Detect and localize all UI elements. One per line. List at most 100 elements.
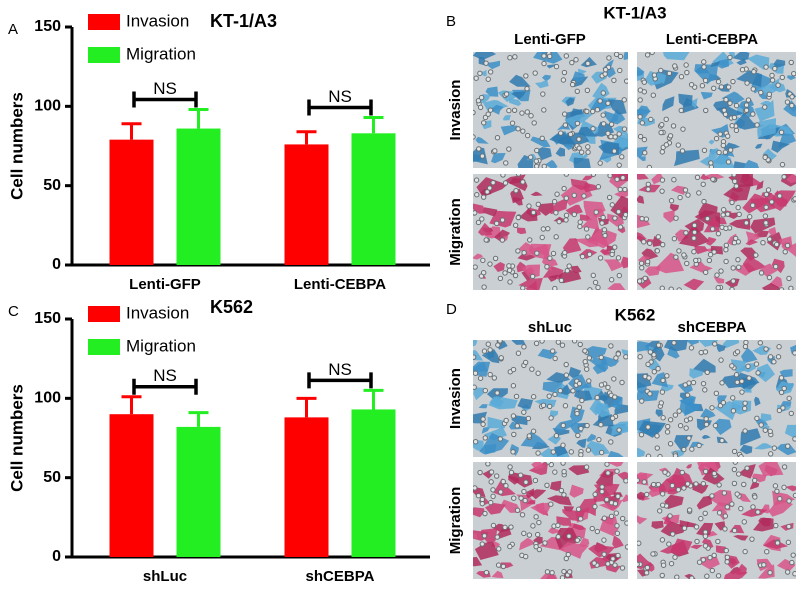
pore — [731, 466, 738, 473]
stained-cell — [559, 542, 590, 559]
pore — [495, 562, 502, 568]
significance-bracket — [307, 372, 373, 389]
pore — [754, 415, 760, 422]
pore — [575, 432, 581, 439]
stained-cell — [712, 418, 732, 436]
pore — [739, 67, 746, 73]
pore — [706, 257, 713, 264]
pore — [709, 405, 715, 411]
pore — [482, 387, 488, 394]
pore — [750, 504, 756, 510]
stained-cell — [586, 433, 596, 443]
pore — [675, 142, 681, 148]
stained-cell — [565, 204, 583, 216]
pore — [552, 469, 558, 475]
stained-cell — [588, 544, 616, 558]
pore — [698, 349, 704, 356]
pore — [650, 551, 656, 557]
pore — [473, 438, 479, 445]
micrograph — [637, 462, 796, 579]
error-bar — [188, 108, 209, 129]
pore — [535, 370, 541, 376]
pore — [533, 514, 539, 520]
pore — [577, 516, 584, 522]
pore — [494, 390, 500, 396]
pore — [725, 159, 732, 165]
x-tick-label: shLuc — [143, 568, 187, 585]
pore — [614, 523, 620, 529]
stained-cell — [784, 243, 796, 257]
pore — [612, 215, 618, 221]
pore — [767, 428, 773, 435]
stained-cell — [703, 217, 720, 233]
pore — [583, 464, 590, 470]
pore — [788, 59, 794, 66]
pore — [512, 222, 519, 229]
pore — [744, 465, 750, 471]
pore — [571, 192, 577, 199]
stained-cell — [733, 161, 746, 168]
pore — [641, 79, 648, 85]
stained-cell — [705, 530, 718, 537]
pore — [638, 431, 645, 438]
pore — [724, 554, 731, 561]
legend-label: Invasion — [126, 11, 189, 30]
pore — [723, 242, 730, 248]
stained-cell — [622, 494, 628, 503]
pore — [530, 394, 537, 400]
pore — [606, 194, 613, 201]
micrograph — [637, 52, 796, 168]
pore — [490, 179, 496, 186]
pore — [681, 485, 687, 491]
pore — [734, 491, 740, 497]
y-axis-label: Cell numbers — [7, 384, 26, 492]
pore — [642, 275, 648, 282]
stained-cell — [607, 450, 624, 457]
pore — [557, 388, 563, 394]
stained-cell — [572, 523, 586, 531]
pore — [639, 120, 646, 126]
stained-cell — [573, 71, 585, 83]
pore — [605, 561, 611, 567]
pore — [689, 575, 695, 579]
pore — [541, 60, 547, 67]
pore — [571, 211, 578, 218]
pore — [786, 395, 792, 402]
pore — [712, 422, 719, 429]
pore — [750, 202, 756, 209]
pore — [715, 573, 722, 579]
stained-cell — [581, 154, 588, 159]
stained-cell — [564, 112, 595, 128]
pore — [617, 186, 623, 193]
pore — [784, 242, 791, 249]
pore — [772, 65, 778, 72]
pore — [667, 441, 674, 447]
pore — [774, 540, 781, 546]
pore — [608, 121, 615, 127]
pore — [643, 570, 650, 576]
bar — [109, 414, 154, 557]
pore — [598, 422, 604, 428]
x-tick-label: Lenti-CEBPA — [294, 276, 386, 293]
y-tick-label: 100 — [34, 98, 61, 115]
pore — [600, 121, 607, 127]
pore — [576, 380, 583, 387]
stained-cell — [754, 99, 775, 122]
stained-cell — [662, 96, 675, 112]
pore — [615, 493, 621, 500]
pore — [562, 249, 568, 256]
micrograph — [473, 52, 628, 168]
stained-cell — [517, 253, 536, 261]
pore — [481, 348, 488, 354]
stained-cell — [673, 149, 700, 167]
pore — [767, 569, 773, 576]
stained-cell — [651, 372, 668, 388]
pore — [473, 75, 479, 81]
stained-cell — [573, 157, 591, 168]
stained-cell — [663, 340, 688, 352]
pore — [547, 255, 553, 261]
pore — [704, 215, 711, 222]
pore — [513, 393, 520, 400]
pore — [762, 104, 768, 110]
pore — [732, 235, 739, 242]
